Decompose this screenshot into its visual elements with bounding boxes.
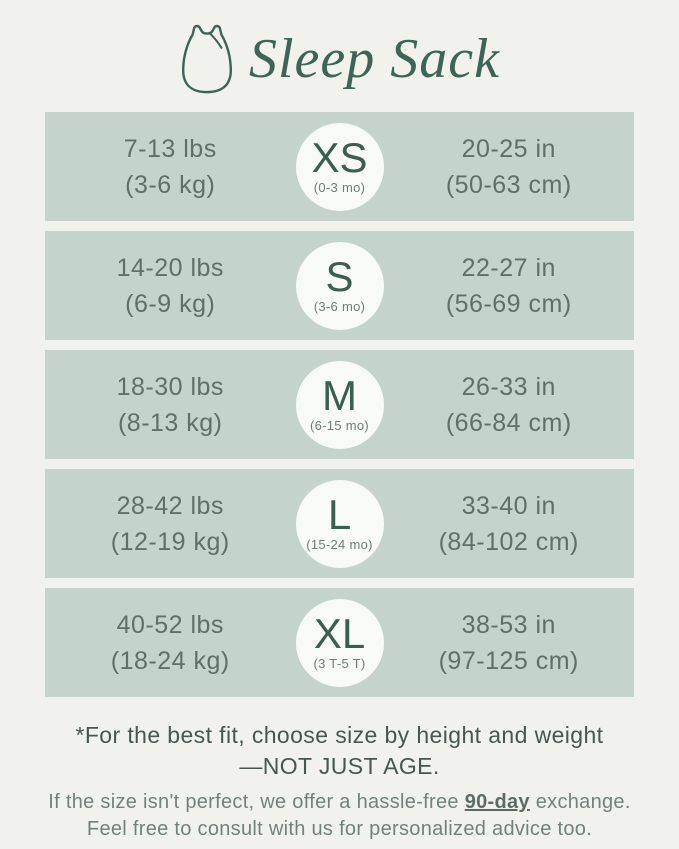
weight-cell: 7-13 lbs (3-6 kg) (45, 131, 296, 203)
size-badge: S (3-6 mo) (295, 241, 384, 330)
size-label: M (322, 372, 357, 419)
age-range: (15-24 mo) (306, 537, 373, 552)
height-imperial: 22-27 in (461, 253, 556, 282)
weight-metric: (8-13 kg) (117, 408, 223, 437)
height-metric: (97-125 cm) (438, 646, 579, 675)
height-metric: (84-102 cm) (438, 527, 579, 556)
fit-footnote-line1: *For the best fit, choose size by height… (75, 722, 604, 748)
weight-metric: (18-24 kg) (110, 646, 230, 675)
weight-imperial: 18-30 lbs (116, 372, 224, 401)
size-label: L (327, 491, 352, 538)
weight-cell: 14-20 lbs (6-9 kg) (45, 250, 296, 322)
height-imperial: 33-40 in (461, 491, 556, 520)
weight-imperial: 14-20 lbs (116, 253, 224, 282)
height-metric: (56-69 cm) (445, 289, 572, 318)
table-row-s: 14-20 lbs (6-9 kg) S (3-6 mo) 22-27 in (… (45, 231, 634, 340)
weight-metric: (3-6 kg) (125, 170, 216, 199)
size-badge: XS (0-3 mo) (295, 122, 384, 211)
weight-imperial: 40-52 lbs (116, 610, 224, 639)
page-title: Sleep Sack (249, 28, 500, 90)
table-row-xs: 7-13 lbs (3-6 kg) XS (0-3 mo) 20-25 in (… (45, 112, 634, 221)
size-badge: L (15-24 mo) (295, 479, 384, 568)
height-imperial: 26-33 in (461, 372, 556, 401)
age-range: (3-6 mo) (313, 299, 366, 314)
exchange-prefix: If the size isn't perfect, we offer a ha… (48, 791, 465, 813)
weight-metric: (6-9 kg) (125, 289, 216, 318)
fit-footnote-line2: —NOT JUST AGE. (239, 753, 440, 779)
exchange-note-line2: Feel free to consult with us for persona… (86, 818, 593, 840)
exchange-suffix: exchange. (529, 791, 631, 813)
exchange-highlight: 90-day (464, 791, 530, 813)
size-label: XS (311, 134, 368, 181)
weight-metric: (12-19 kg) (110, 527, 230, 556)
height-imperial: 38-53 in (461, 610, 556, 639)
height-imperial: 20-25 in (461, 134, 556, 163)
height-cell: 33-40 in (84-102 cm) (384, 488, 635, 560)
height-metric: (66-84 cm) (445, 408, 572, 437)
table-row-m: 18-30 lbs (8-13 kg) M (6-15 mo) 26-33 in… (45, 350, 634, 459)
exchange-note-line1: If the size isn't perfect, we offer a ha… (0, 789, 679, 816)
height-cell: 26-33 in (66-84 cm) (384, 369, 635, 441)
age-range: (6-15 mo) (309, 418, 370, 433)
height-cell: 20-25 in (50-63 cm) (384, 131, 635, 203)
size-label: S (325, 253, 354, 300)
age-range: (3 T-5 T) (313, 656, 366, 671)
size-table: 7-13 lbs (3-6 kg) XS (0-3 mo) 20-25 in (… (0, 112, 679, 707)
height-cell: 38-53 in (97-125 cm) (384, 607, 635, 679)
table-row-l: 28-42 lbs (12-19 kg) L (15-24 mo) 33-40 … (45, 469, 634, 578)
weight-imperial: 28-42 lbs (116, 491, 224, 520)
weight-cell: 40-52 lbs (18-24 kg) (45, 607, 296, 679)
size-label: XL (313, 610, 366, 657)
sleep-sack-icon (181, 24, 233, 94)
exchange-note: If the size isn't perfect, we offer a ha… (0, 789, 679, 843)
age-range: (0-3 mo) (313, 180, 366, 195)
header: Sleep Sack (0, 0, 679, 112)
weight-cell: 18-30 lbs (8-13 kg) (45, 369, 296, 441)
table-row-xl: 40-52 lbs (18-24 kg) XL (3 T-5 T) 38-53 … (45, 588, 634, 697)
fit-footnote: *For the best fit, choose size by height… (0, 720, 679, 782)
size-badge: M (6-15 mo) (295, 360, 384, 449)
size-badge: XL (3 T-5 T) (295, 598, 384, 687)
weight-cell: 28-42 lbs (12-19 kg) (45, 488, 296, 560)
weight-imperial: 7-13 lbs (123, 134, 217, 163)
height-metric: (50-63 cm) (445, 170, 572, 199)
height-cell: 22-27 in (56-69 cm) (384, 250, 635, 322)
